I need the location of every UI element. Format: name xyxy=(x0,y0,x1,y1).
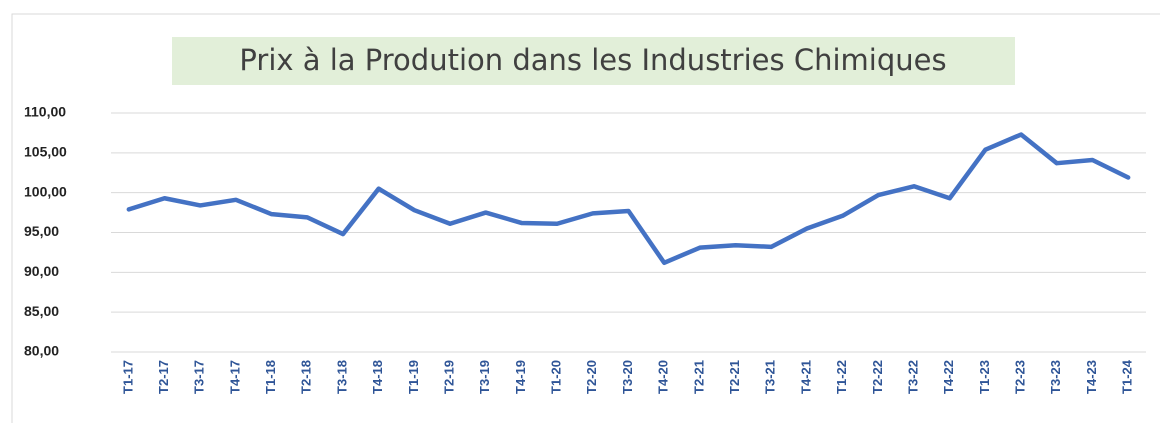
y-tick-label: 95,00 xyxy=(24,223,59,239)
x-tick-label: T3-19 xyxy=(477,360,492,394)
x-tick-label: T4-20 xyxy=(656,360,671,394)
x-tick-label: T1-22 xyxy=(834,360,849,394)
y-tick-label: 90,00 xyxy=(24,263,59,279)
x-tick-label: T1-24 xyxy=(1120,359,1135,394)
line xyxy=(126,132,1131,266)
x-tick-label: T3-17 xyxy=(192,360,207,394)
y-tick-label: 110,00 xyxy=(24,104,66,120)
x-tick-label: T3-22 xyxy=(905,360,920,394)
x-tick-label: T4-23 xyxy=(1084,360,1099,394)
x-tick-label: T3-18 xyxy=(334,360,349,394)
x-tick-label: T2-17 xyxy=(156,360,171,394)
x-tick-label: T4-17 xyxy=(227,360,242,394)
chart-border xyxy=(11,13,1160,423)
x-tick-label: T4-21 xyxy=(798,360,813,394)
x-tick-label: T1-19 xyxy=(406,360,421,394)
x-tick-label: T2-21 xyxy=(691,360,706,394)
x-tick-label: T1-20 xyxy=(549,360,564,394)
x-tick-label: T2-21 xyxy=(727,360,742,394)
title-background xyxy=(172,37,1015,85)
chart-title: Prix à la Prodution dans les Industries … xyxy=(239,43,946,77)
x-tick-label: T1-18 xyxy=(263,360,278,394)
x-tick-label: T1-17 xyxy=(120,360,135,394)
x-tick-label: T4-18 xyxy=(370,360,385,394)
x-tick-label: T3-21 xyxy=(763,360,778,394)
x-tick-label: T2-18 xyxy=(299,360,314,394)
x-tick-label: T2-20 xyxy=(584,360,599,394)
y-tick-label: 80,00 xyxy=(24,343,59,359)
y-tick-label: 100,00 xyxy=(24,183,67,199)
y-tick-label: 105,00 xyxy=(24,144,67,160)
x-tick-label: T2-19 xyxy=(441,360,456,394)
x-tick-label: T3-23 xyxy=(1048,360,1063,394)
y-tick-label: 85,00 xyxy=(24,303,59,319)
x-tick-label: T1-23 xyxy=(977,360,992,394)
x-tick-label: T3-20 xyxy=(620,360,635,394)
x-tick-label: T4-22 xyxy=(941,360,956,394)
x-tick-label: T2-22 xyxy=(870,360,885,394)
x-tick-label: T4-19 xyxy=(513,360,528,394)
x-tick-label: T2-23 xyxy=(1013,360,1028,394)
